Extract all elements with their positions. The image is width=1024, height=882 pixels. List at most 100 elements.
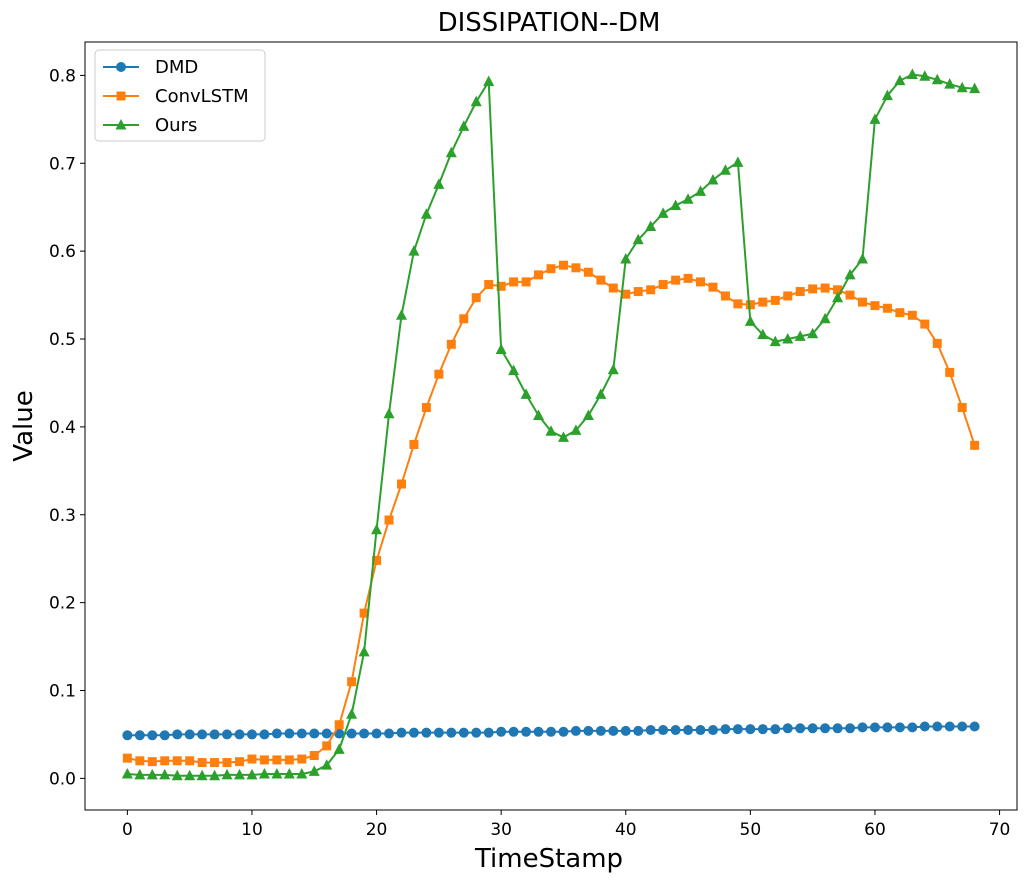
data-point-ours (271, 767, 283, 779)
y-tick-label: 0.3 (49, 506, 76, 526)
data-point-dmd (732, 724, 743, 735)
data-point-convlstm (210, 758, 220, 768)
data-point-ours (308, 765, 320, 776)
data-point-dmd (869, 722, 880, 733)
data-point-convlstm (820, 283, 830, 293)
data-point-dmd (670, 725, 681, 736)
data-point-convlstm (845, 290, 855, 300)
data-point-convlstm (783, 291, 793, 301)
data-point-convlstm (347, 677, 357, 687)
data-point-dmd (795, 723, 806, 734)
data-point-convlstm (583, 267, 593, 277)
data-point-dmd (757, 724, 768, 735)
data-point-dmd (857, 722, 868, 733)
data-point-dmd (683, 725, 694, 736)
data-point-dmd (720, 724, 731, 735)
data-point-convlstm (770, 295, 780, 305)
data-point-dmd (820, 723, 831, 734)
data-point-ours (819, 312, 831, 324)
data-point-convlstm (795, 287, 805, 297)
data-point-dmd (558, 726, 569, 737)
data-point-ours (321, 759, 333, 770)
data-point-ours (221, 768, 233, 780)
data-point-dmd (570, 725, 581, 736)
x-tick-label: 50 (740, 820, 762, 840)
data-point-ours (209, 769, 221, 781)
data-point-dmd (346, 728, 357, 739)
data-point-ours (533, 409, 545, 420)
data-point-dmd (147, 730, 158, 741)
data-point-ours (508, 364, 520, 376)
axes: 0 10 20 30 40 50 60 70 0.0 0.1 0.2 0.3 0.4 0.5 0.6 0.7 0… (49, 66, 1010, 840)
data-point-convlstm (758, 297, 768, 307)
data-point-ours (134, 768, 146, 780)
data-point-ours (570, 424, 582, 435)
x-tick-label: 70 (989, 820, 1011, 840)
data-point-ours (931, 73, 943, 85)
data-point-ours (844, 268, 856, 280)
data-point-ours (881, 89, 893, 101)
data-point-convlstm (571, 263, 581, 273)
data-point-dmd (234, 729, 245, 740)
data-point-dmd (458, 727, 469, 738)
data-point-ours (433, 178, 445, 189)
data-point-dmd (246, 729, 257, 740)
data-point-ours (358, 645, 370, 657)
data-point-ours (420, 208, 432, 219)
data-point-convlstm (932, 338, 942, 348)
plot-frame (84, 41, 1018, 811)
data-point-ours (557, 431, 569, 442)
data-point-dmd (172, 729, 183, 740)
data-point-ours (246, 768, 258, 780)
legend-item-dmd: DMD (103, 57, 198, 78)
x-tick-label: 10 (241, 820, 263, 840)
data-point-ours (283, 767, 295, 779)
data-point-ours (234, 768, 246, 780)
data-point-dmd (284, 728, 295, 739)
data-point-dmd (807, 723, 818, 734)
data-point-dmd (932, 721, 943, 732)
data-point-dmd (658, 725, 669, 736)
data-point-convlstm (297, 754, 307, 764)
data-point-convlstm (696, 277, 706, 287)
data-point-dmd (471, 727, 482, 738)
data-point-convlstm (309, 751, 319, 761)
data-point-ours (196, 769, 208, 781)
data-point-ours (657, 207, 669, 218)
data-point-convlstm (945, 367, 955, 377)
data-point-dmd (645, 725, 656, 736)
data-point-dmd (321, 728, 332, 739)
data-point-dmd (508, 726, 519, 737)
data-point-ours (171, 769, 183, 781)
data-point-dmd (894, 722, 905, 733)
data-point-convlstm (857, 297, 867, 307)
data-point-ours (296, 767, 308, 779)
data-point-convlstm (870, 301, 880, 311)
data-point-convlstm (546, 264, 556, 274)
data-point-convlstm (235, 757, 245, 767)
data-point-ours (520, 388, 532, 399)
data-point-ours (869, 113, 881, 124)
data-point-dmd (259, 729, 270, 740)
data-point-convlstm (521, 277, 531, 287)
data-point-convlstm (558, 260, 568, 270)
data-point-ours (645, 220, 657, 232)
y-tick-label: 0.8 (49, 66, 76, 86)
data-point-ours (483, 75, 495, 87)
data-point-dmd (633, 725, 644, 736)
data-point-ours (146, 768, 158, 780)
data-point-dmd (384, 728, 395, 739)
data-point-ours (258, 767, 270, 779)
data-point-ours (894, 74, 906, 86)
data-point-ours (495, 343, 507, 355)
data-point-dmd (907, 722, 918, 733)
data-point-convlstm (833, 285, 843, 295)
data-point-ours (582, 409, 594, 420)
data-point-convlstm (720, 291, 730, 301)
y-tick-label: 0.0 (49, 769, 76, 789)
x-tick-label: 60 (864, 820, 886, 840)
data-point-dmd (770, 724, 781, 735)
data-point-dmd (334, 728, 345, 739)
data-point-convlstm (920, 319, 930, 329)
data-point-dmd (122, 730, 133, 741)
